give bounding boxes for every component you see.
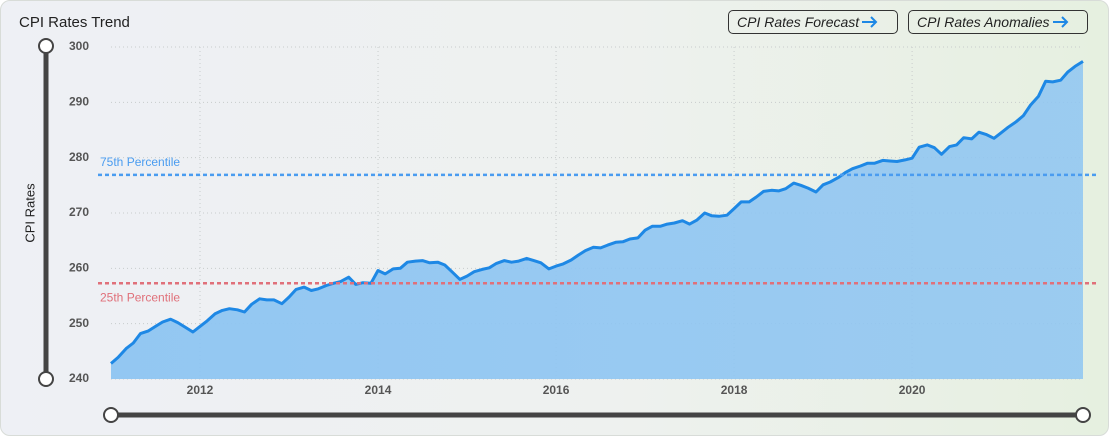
y-tick-label: 300 xyxy=(69,39,89,53)
anomalies-button[interactable]: CPI Rates Anomalies xyxy=(908,10,1088,34)
y-slider-handle[interactable] xyxy=(38,38,54,54)
button-label: CPI Rates Anomalies xyxy=(917,14,1050,30)
x-tick-label: 2012 xyxy=(187,383,214,397)
y-axis-title: CPI Rates xyxy=(22,183,37,243)
button-label: CPI Rates Forecast xyxy=(737,14,860,30)
y-tick-label: 260 xyxy=(69,261,89,275)
x-tick-label: 2020 xyxy=(899,383,926,397)
chart-title: CPI Rates Trend xyxy=(19,14,130,31)
x-slider-handle[interactable] xyxy=(1075,407,1091,423)
x-slider-handle[interactable] xyxy=(103,407,119,423)
y-tick-label: 250 xyxy=(69,316,89,330)
x-tick-label: 2018 xyxy=(721,383,748,397)
x-tick-label: 2016 xyxy=(543,383,570,397)
reference-label: 25th Percentile xyxy=(100,290,180,304)
line xyxy=(110,60,1084,365)
x-tick-label: 2014 xyxy=(365,383,392,397)
y-tick-label: 270 xyxy=(69,205,89,219)
arrow-icon xyxy=(1052,16,1068,28)
y-slider-handle[interactable] xyxy=(38,371,54,387)
y-tick-label: 290 xyxy=(69,95,89,109)
y-tick-label: 240 xyxy=(69,371,89,385)
arrow-icon xyxy=(862,16,878,28)
area xyxy=(111,61,1083,380)
reference-label: 75th Percentile xyxy=(100,155,180,169)
y-tick-label: 280 xyxy=(69,150,89,164)
forecast-button[interactable]: CPI Rates Forecast xyxy=(728,10,898,34)
